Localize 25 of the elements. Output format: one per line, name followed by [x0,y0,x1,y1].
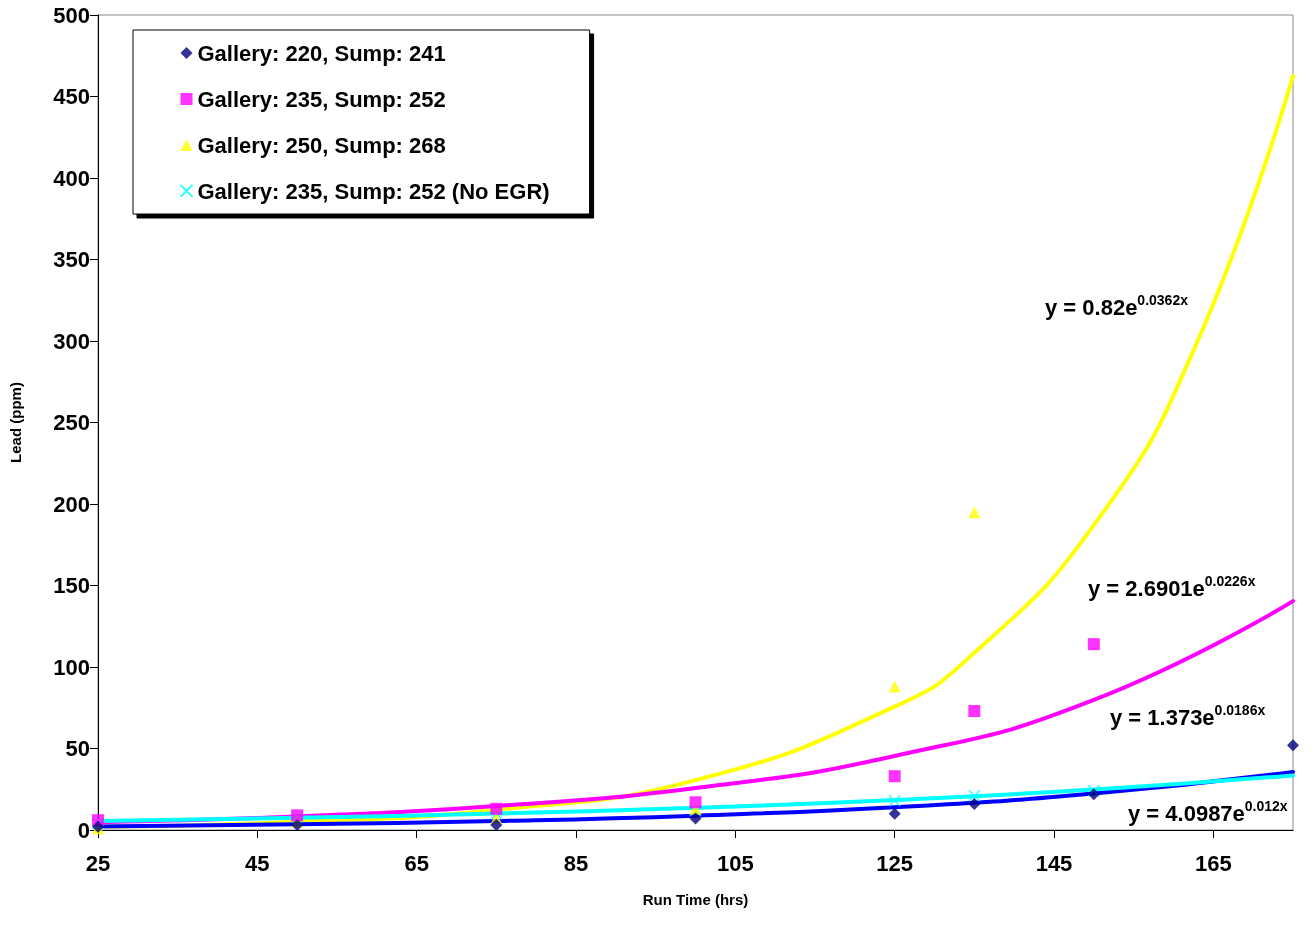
y-tick-label: 250 [53,410,90,435]
legend-label: Gallery: 250, Sump: 268 [197,132,446,158]
x-tick-label: 165 [1194,850,1232,876]
legend-label: Gallery: 235, Sump: 252 [197,86,446,112]
y-tick-label: 500 [53,2,90,28]
y-tick-label: 350 [53,247,90,272]
legend-label: Gallery: 235, Sump: 252 (No EGR) [197,178,550,204]
x-tick-label: 125 [876,850,914,876]
y-axis-title: Lead (ppm) [7,382,24,463]
y-tick-label: 100 [53,654,90,680]
x-axis-title: Run Time (hrs) [642,891,749,908]
x-tick-label: 25 [85,850,111,876]
y-tick-label: 450 [53,84,90,109]
y-tick-label: 50 [65,736,90,761]
y-tick-label: 150 [53,573,90,598]
y-tick-label: 300 [53,328,90,354]
legend-label: Gallery: 220, Sump: 241 [197,40,446,66]
x-tick-label: 105 [716,850,754,876]
x-tick-label: 145 [1035,850,1073,876]
y-tick-label: 400 [53,165,90,191]
y-tick-label: 0 [77,817,90,843]
x-tick-label: 85 [563,850,589,876]
x-tick-label: 45 [245,850,270,876]
x-tick-label: 65 [404,850,429,876]
y-tick-label: 200 [53,491,90,517]
